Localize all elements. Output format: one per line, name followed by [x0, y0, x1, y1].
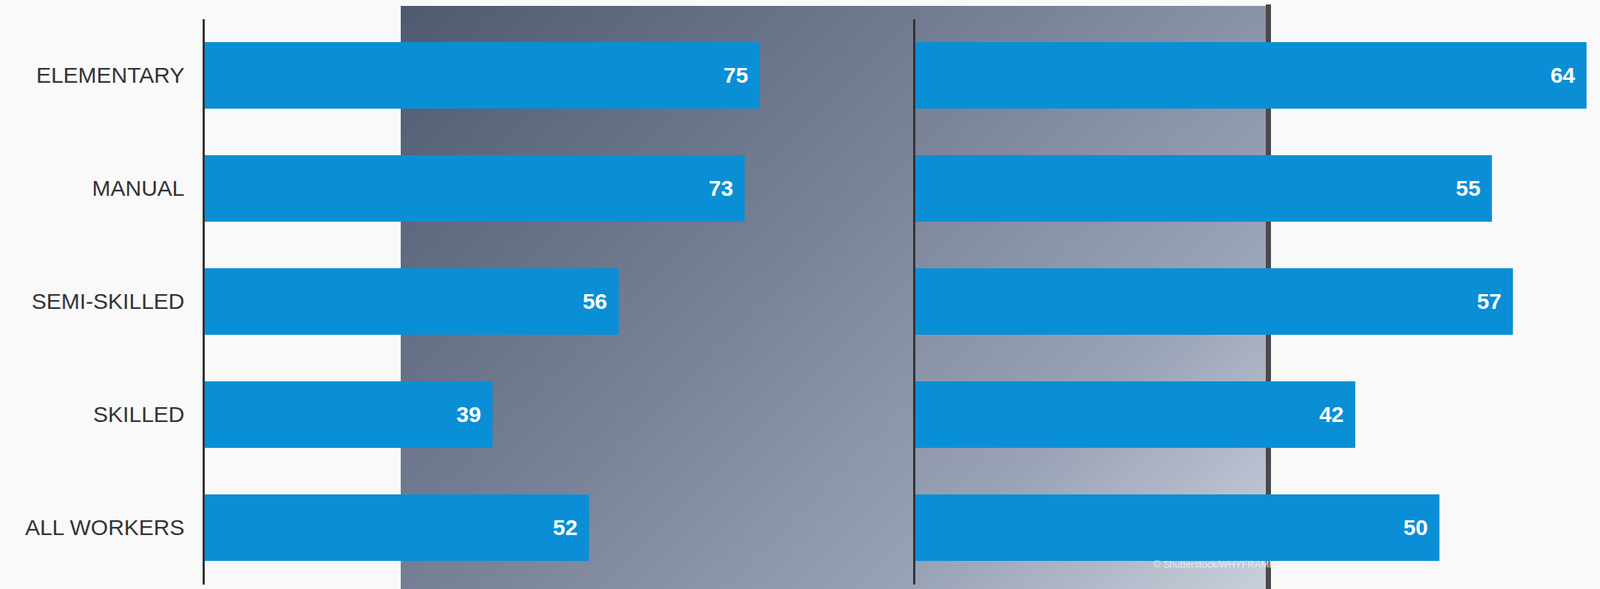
svg-text:73: 73: [708, 175, 733, 201]
svg-text:64: 64: [1550, 62, 1576, 88]
svg-text:ELEMENTARY: ELEMENTARY: [36, 62, 185, 88]
svg-text:50: 50: [1403, 515, 1428, 540]
svg-text:57: 57: [1476, 289, 1501, 314]
svg-text:SKILLED: SKILLED: [93, 402, 185, 427]
svg-text:52: 52: [553, 515, 578, 540]
svg-text:MANUAL: MANUAL: [91, 175, 185, 201]
svg-text:SEMI-SKILLED: SEMI-SKILLED: [31, 289, 185, 314]
svg-text:55: 55: [1455, 175, 1481, 201]
svg-text:75: 75: [723, 62, 748, 88]
html-text:© Shutterstock/WHYFRAME: © Shutterstock/WHYFRAME: [1153, 558, 1276, 571]
svg-text:39: 39: [456, 402, 481, 427]
svg-text:ALL WORKERS: ALL WORKERS: [25, 515, 185, 540]
svg-text:42: 42: [1319, 402, 1344, 427]
svg-text:56: 56: [582, 289, 608, 314]
